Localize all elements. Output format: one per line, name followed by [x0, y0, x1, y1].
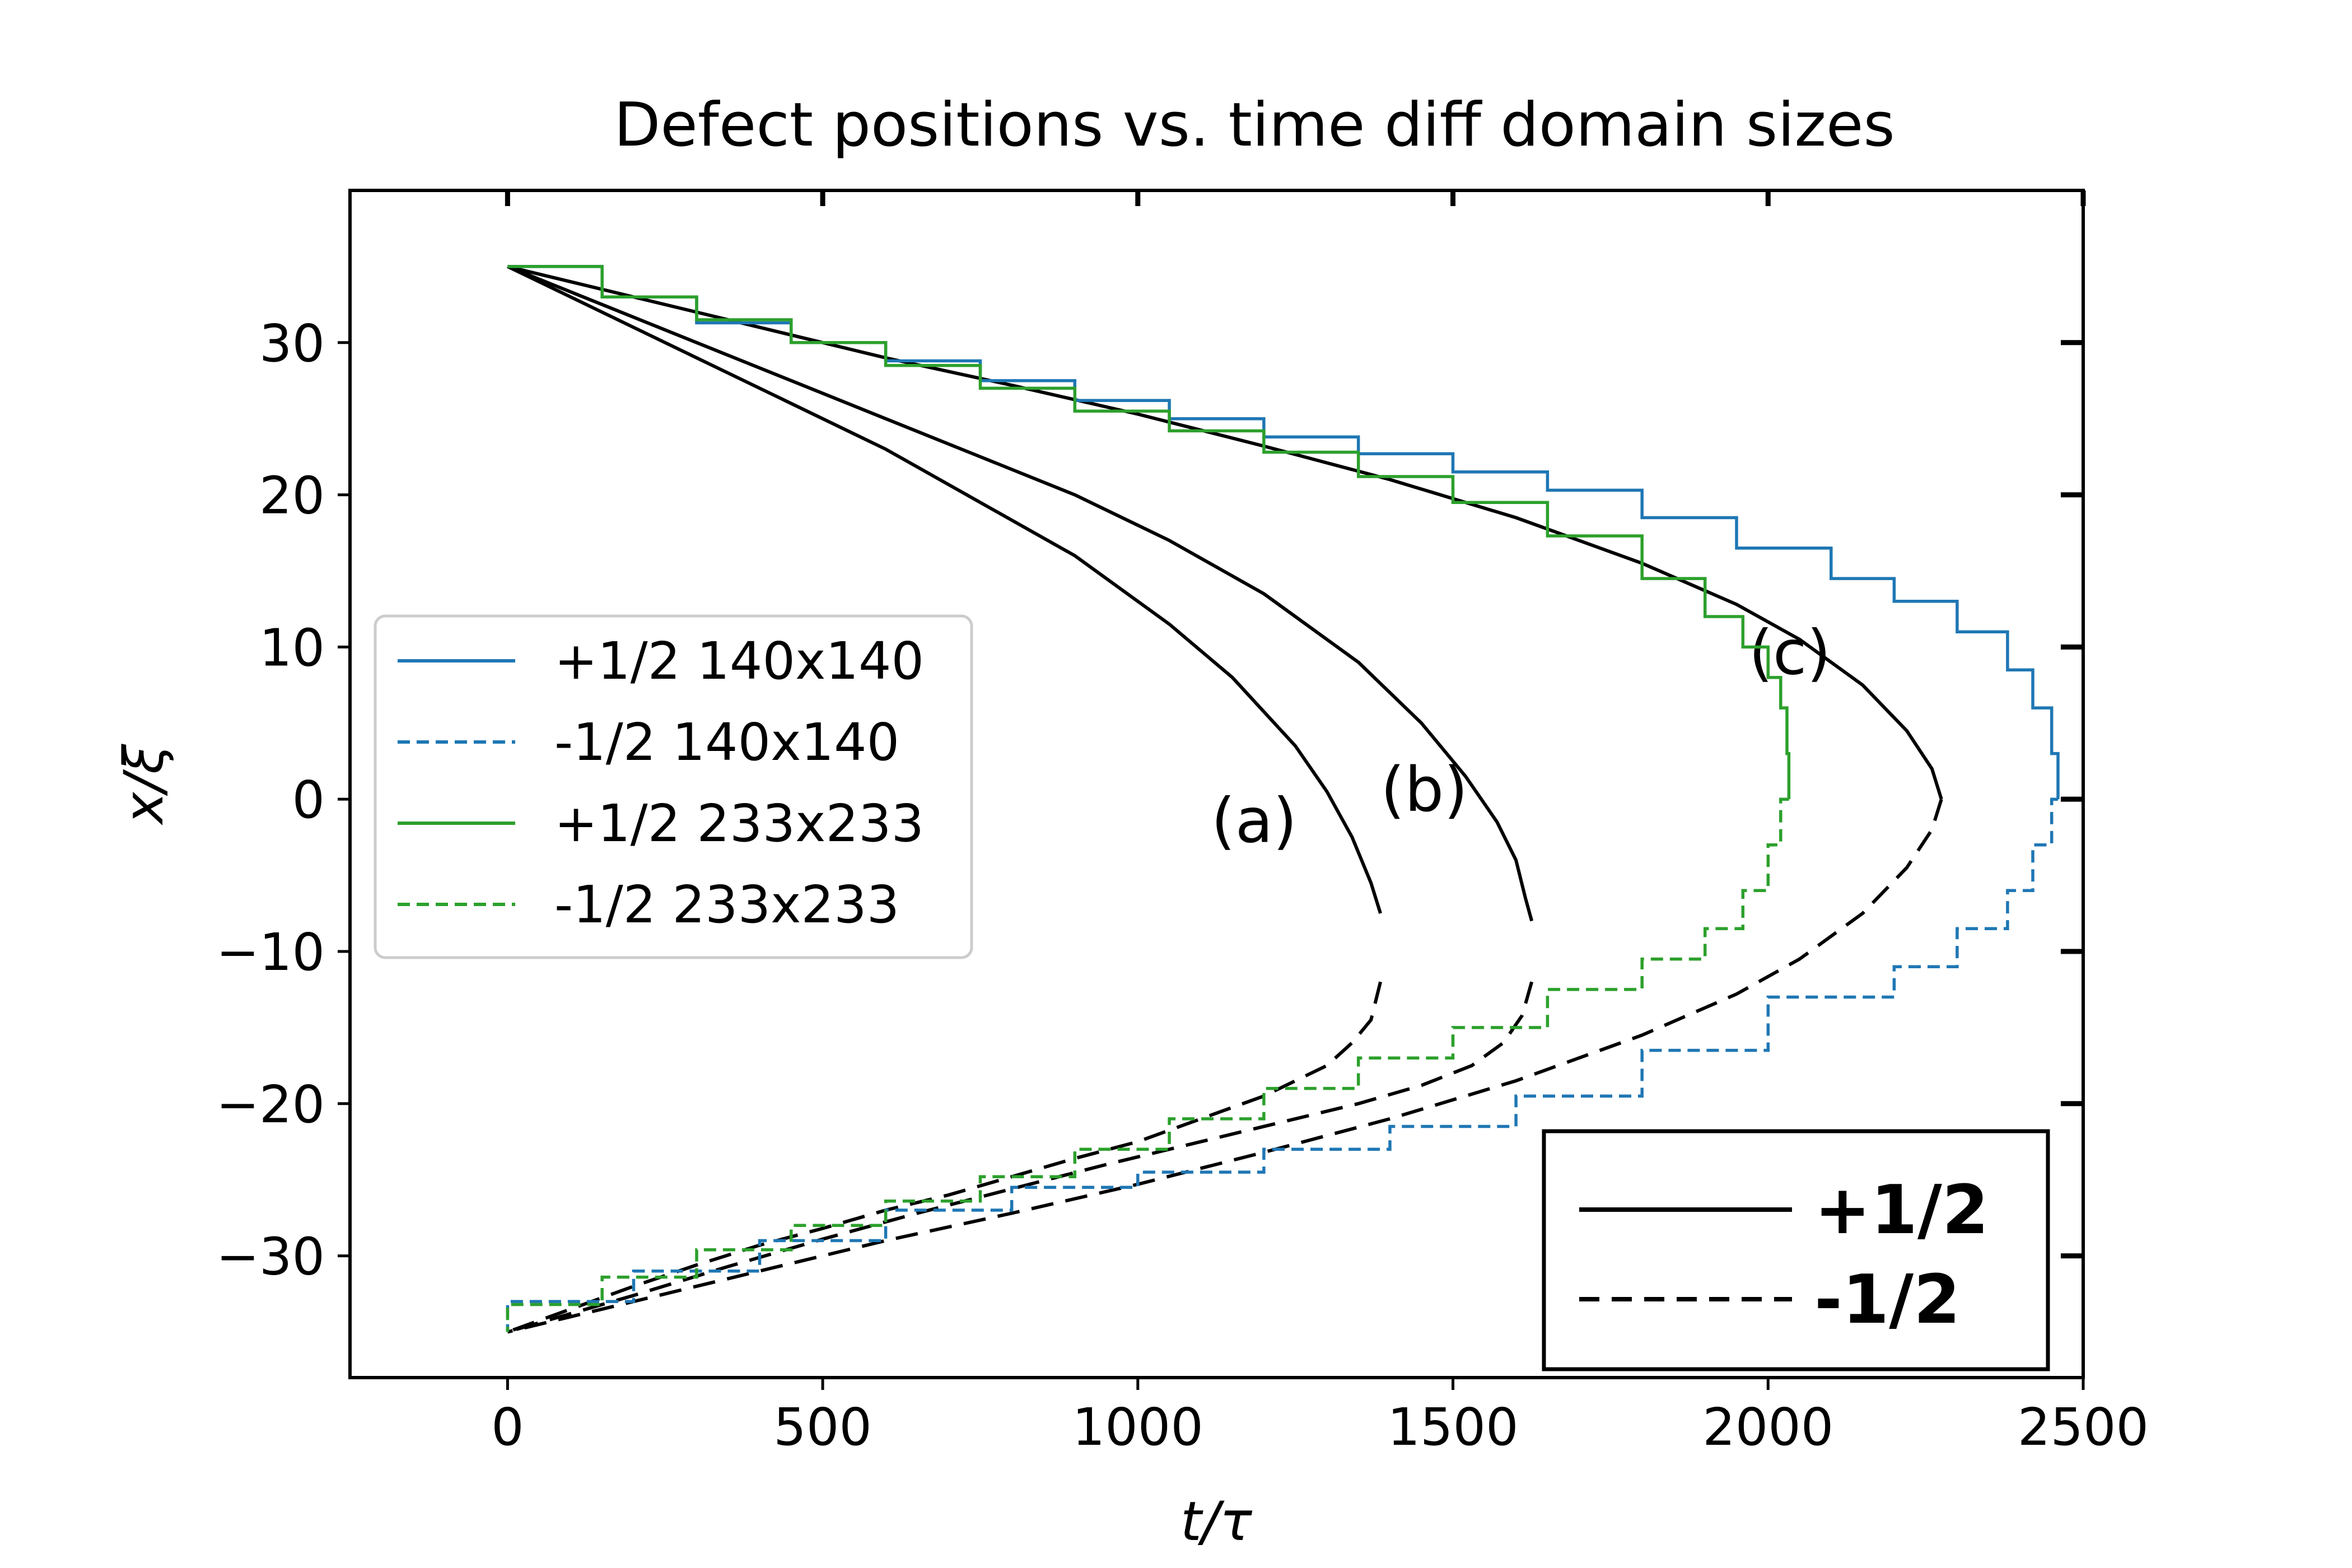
legend: +1/2 140x140 -1/2 140x140 +1/2 233x233 -1/2…: [374, 614, 973, 959]
y-tick-label: −20: [216, 1075, 325, 1135]
x-tick-label: 1500: [1387, 1397, 1518, 1457]
background-curve-6: [507, 799, 1943, 1334]
y-axis-label: x/ξ: [113, 743, 175, 825]
y-tick-label: −30: [216, 1227, 325, 1287]
chart-title: Defect positions vs. time diff domain si…: [614, 90, 1894, 160]
axis-ticks: 0 500 1000 1500 2000 2500 −30 −20 −10 0 10 20 30: [216, 190, 2149, 1457]
x-tick-label: 2000: [1702, 1397, 1833, 1457]
axes-frame: [348, 189, 2085, 1379]
series-line-3: [507, 265, 1791, 800]
x-axis-label: t/τ: [1180, 1490, 1253, 1553]
x-tick-label: 0: [491, 1397, 524, 1457]
legend-box: [374, 614, 973, 959]
legend-label: +1/2 140x140: [554, 631, 924, 691]
y-tick-label: 30: [259, 314, 325, 374]
plot-area: (a) (b) (c): [506, 264, 2060, 1334]
background-curve-4: [507, 981, 1534, 1334]
series-line-4: [506, 797, 1789, 1332]
x-tick-label: 1000: [1072, 1397, 1203, 1457]
y-tick-label: 10: [259, 618, 325, 678]
series-line-2: [506, 797, 2058, 1332]
linestyle-legend: +1/2 -1/2: [1542, 1129, 2050, 1371]
curve-annotation: (a): [1211, 785, 1297, 857]
y-tick-label: −10: [216, 922, 325, 982]
y-tick-label: 20: [259, 466, 325, 526]
curve-annotation: (b): [1380, 754, 1468, 825]
linestyle-legend-label: +1/2: [1814, 1172, 1989, 1249]
legend-label: -1/2 233x233: [554, 875, 899, 935]
curve-annotation: (c): [1749, 617, 1831, 688]
legend-label: -1/2 140x140: [554, 712, 899, 772]
background-curve-3: [507, 265, 1534, 922]
x-tick-label: 2500: [2018, 1397, 2149, 1457]
linestyle-legend-box: [1542, 1129, 2050, 1371]
x-tick-label: 500: [773, 1397, 872, 1457]
legend-label: +1/2 233x233: [554, 794, 924, 853]
y-tick-label: 0: [292, 770, 325, 830]
background-curve-1: [507, 265, 1382, 914]
linestyle-legend-label: -1/2: [1814, 1261, 1961, 1339]
